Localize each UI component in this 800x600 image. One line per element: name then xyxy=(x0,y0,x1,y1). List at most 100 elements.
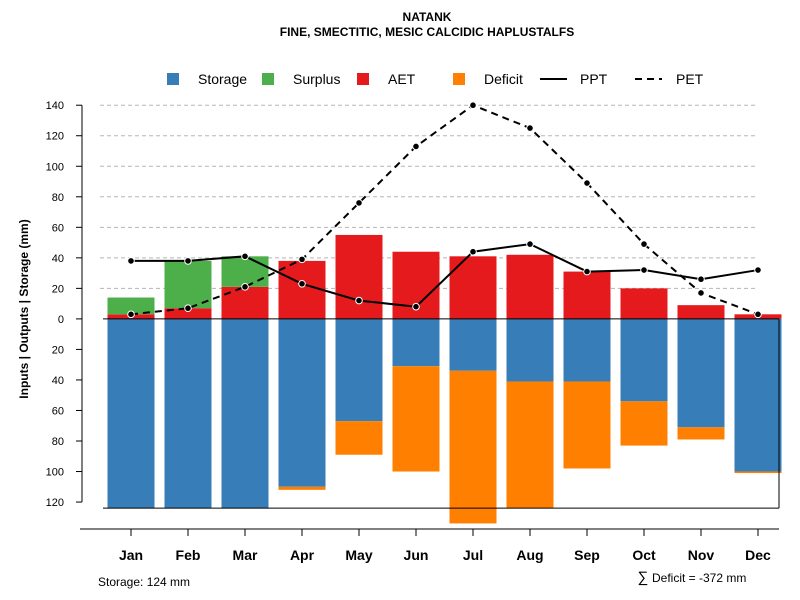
surplus-bar xyxy=(164,260,212,309)
surplus-bar xyxy=(107,297,155,315)
aet-bar xyxy=(278,260,326,319)
aet-bar xyxy=(677,305,725,319)
legend: Storage Surplus AET Deficit PPT PET xyxy=(167,71,704,87)
x-tick-label: Feb xyxy=(176,547,201,563)
x-tick-label: Dec xyxy=(745,547,771,563)
deficit-bar xyxy=(677,427,725,440)
y-tick-label: 80 xyxy=(52,192,64,204)
ppt-point xyxy=(355,296,363,305)
legend-label: Surplus xyxy=(293,71,340,87)
deficit-footer: Deficit = -372 mm xyxy=(652,571,746,585)
deficit-bar xyxy=(335,421,383,455)
surplus-bar xyxy=(221,256,269,287)
ppt-point xyxy=(298,279,306,288)
deficit-bar xyxy=(734,471,782,474)
y-tick-label: 40 xyxy=(52,375,64,387)
y-tick-label: 140 xyxy=(46,100,64,112)
x-tick-label: Aug xyxy=(516,547,543,563)
storage-bar xyxy=(449,318,497,371)
y-tick-label: 100 xyxy=(46,161,64,173)
sum-symbol: ∑ xyxy=(638,569,649,586)
deficit-bar xyxy=(506,381,554,509)
x-tick-label: Apr xyxy=(290,547,315,563)
ppt-point xyxy=(754,266,762,274)
storage-bar xyxy=(677,318,725,428)
pet-line xyxy=(130,104,759,316)
x-tick-label: Jan xyxy=(119,547,143,563)
bars xyxy=(107,234,782,524)
chart-subtitle: FINE, SMECTITIC, MESIC CALCIDIC HAPLUSTA… xyxy=(280,25,574,39)
storage-bar xyxy=(620,318,668,402)
x-tick-label: Oct xyxy=(632,547,656,563)
aet-bar xyxy=(221,286,269,319)
y-tick-label: 40 xyxy=(52,253,64,265)
pet-point xyxy=(583,179,591,187)
pet-point xyxy=(184,304,192,313)
legend-label: Deficit xyxy=(484,71,523,87)
ppt-point xyxy=(127,257,135,265)
aet-bar xyxy=(563,271,611,319)
x-tick-label: Jun xyxy=(404,547,429,563)
y-tick-label: 80 xyxy=(52,436,64,448)
storage-footer: Storage: 124 mm xyxy=(98,575,190,589)
pet-point xyxy=(469,101,477,110)
aet-bar xyxy=(164,308,212,319)
ppt-point xyxy=(640,266,648,274)
y-tick-label: 20 xyxy=(52,283,64,295)
deficit-bar xyxy=(392,366,440,472)
lines xyxy=(127,101,762,319)
legend-label: PET xyxy=(676,71,704,87)
deficit-bar xyxy=(278,486,326,490)
storage-bar xyxy=(506,318,554,382)
x-tick-label: Nov xyxy=(688,547,715,563)
pet-point xyxy=(127,310,135,319)
legend-label: Storage xyxy=(198,71,247,87)
legend-swatch xyxy=(453,73,465,85)
pet-point xyxy=(241,283,249,291)
x-tick-label: Jul xyxy=(463,547,483,563)
ppt-point xyxy=(583,267,591,276)
x-tick-label: Mar xyxy=(233,547,258,563)
legend-swatch xyxy=(262,73,274,85)
storage-bar xyxy=(392,318,440,367)
ppt-line xyxy=(131,243,759,308)
ppt-point xyxy=(412,302,420,311)
deficit-bar xyxy=(620,401,668,446)
pet-point xyxy=(754,310,762,319)
legend-label: PPT xyxy=(580,71,608,87)
storage-bar xyxy=(734,318,782,472)
legend-swatch xyxy=(357,73,369,85)
storage-bar xyxy=(221,318,269,509)
ppt-point xyxy=(469,247,477,256)
pet-point xyxy=(640,240,648,248)
chart-title: NATANK xyxy=(403,10,452,24)
legend-swatch xyxy=(167,73,179,85)
y-tick-label: 60 xyxy=(52,405,64,417)
y-tick-label: 100 xyxy=(46,467,64,479)
pet-point xyxy=(298,255,306,264)
pet-point xyxy=(355,199,363,207)
storage-bar xyxy=(563,318,611,382)
pet-point xyxy=(697,289,705,297)
y-tick-label: 0 xyxy=(58,314,64,326)
aet-bar xyxy=(506,254,554,319)
y-tick-label: 60 xyxy=(52,222,64,234)
axes: 140 120 100 80 60 40 20 0 20 40 60 80 100 120 Jan Feb Ma… xyxy=(46,100,780,563)
ppt-point xyxy=(526,240,534,248)
aet-bar xyxy=(620,288,668,319)
x-tick-label: May xyxy=(345,547,372,563)
legend-label: AET xyxy=(388,71,416,87)
deficit-bar xyxy=(563,381,611,469)
y-axis-label: Inputs | Outputs | Storage (mm) xyxy=(17,219,31,398)
storage-bar xyxy=(335,318,383,422)
pet-point xyxy=(526,124,534,132)
storage-bar xyxy=(278,318,326,487)
deficit-bar xyxy=(449,370,497,524)
aet-bar xyxy=(335,234,383,319)
storage-bar xyxy=(164,318,212,509)
ppt-point xyxy=(697,275,705,284)
x-tick-label: Sep xyxy=(574,547,600,563)
storage-bar xyxy=(107,318,155,509)
ppt-point xyxy=(184,257,192,265)
